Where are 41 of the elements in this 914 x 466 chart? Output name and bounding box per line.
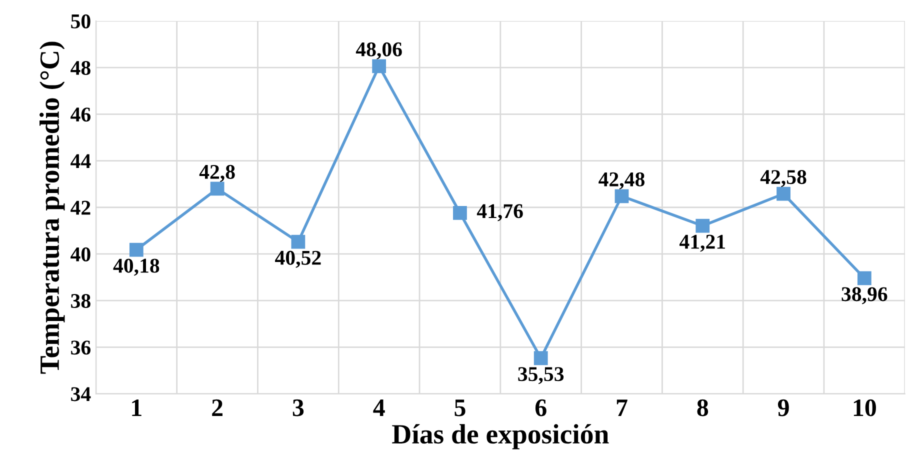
x-tick-label: 5 [454,400,466,416]
point [453,206,467,220]
data-label: 41,21 [679,234,725,252]
point [129,242,144,257]
data-label: 35,53 [518,367,564,384]
point [614,189,629,204]
data-label: 42,48 [598,172,644,190]
point [210,182,224,196]
y-tick-label: 36 [71,340,90,355]
y-tick-label: 48 [70,60,90,76]
y-tick-label: 38 [71,294,90,308]
y-axis-title: Temperatura promedio (°C) [40,42,65,374]
data-label: 48,06 [356,42,402,60]
point [696,218,710,233]
y-tick-label: 44 [70,154,91,168]
point [372,59,386,74]
point [291,234,306,249]
x-tick-label: 1 [132,399,142,416]
y-tick-label: 46 [70,108,90,122]
data-label: 42,58 [760,170,806,188]
x-tick-label: 4 [373,400,385,416]
point [776,186,790,201]
point [857,271,872,286]
y-tick-label: 34 [71,387,91,402]
x-tick-label: 6 [535,399,546,416]
x-tick-label: 3 [292,399,304,416]
data-label: 42,8 [199,164,235,182]
y-tick-label: 40 [70,247,90,262]
data-label: 38,96 [842,287,888,304]
x-axis-title: Días de exposición [392,424,609,450]
y-tick-label: 42 [70,200,90,215]
point [534,351,548,366]
x-tick-label: 2 [212,399,222,416]
x-tick-label: 9 [778,399,789,416]
x-tick-label: 10 [854,399,876,416]
data-label: 40,52 [275,250,321,268]
data-label: 40,18 [113,258,160,276]
x-tick-label: 8 [697,399,708,416]
y-tick-label: 50 [71,14,90,28]
x-tick-label: 7 [616,400,628,416]
data-label: 41,76 [476,204,523,222]
